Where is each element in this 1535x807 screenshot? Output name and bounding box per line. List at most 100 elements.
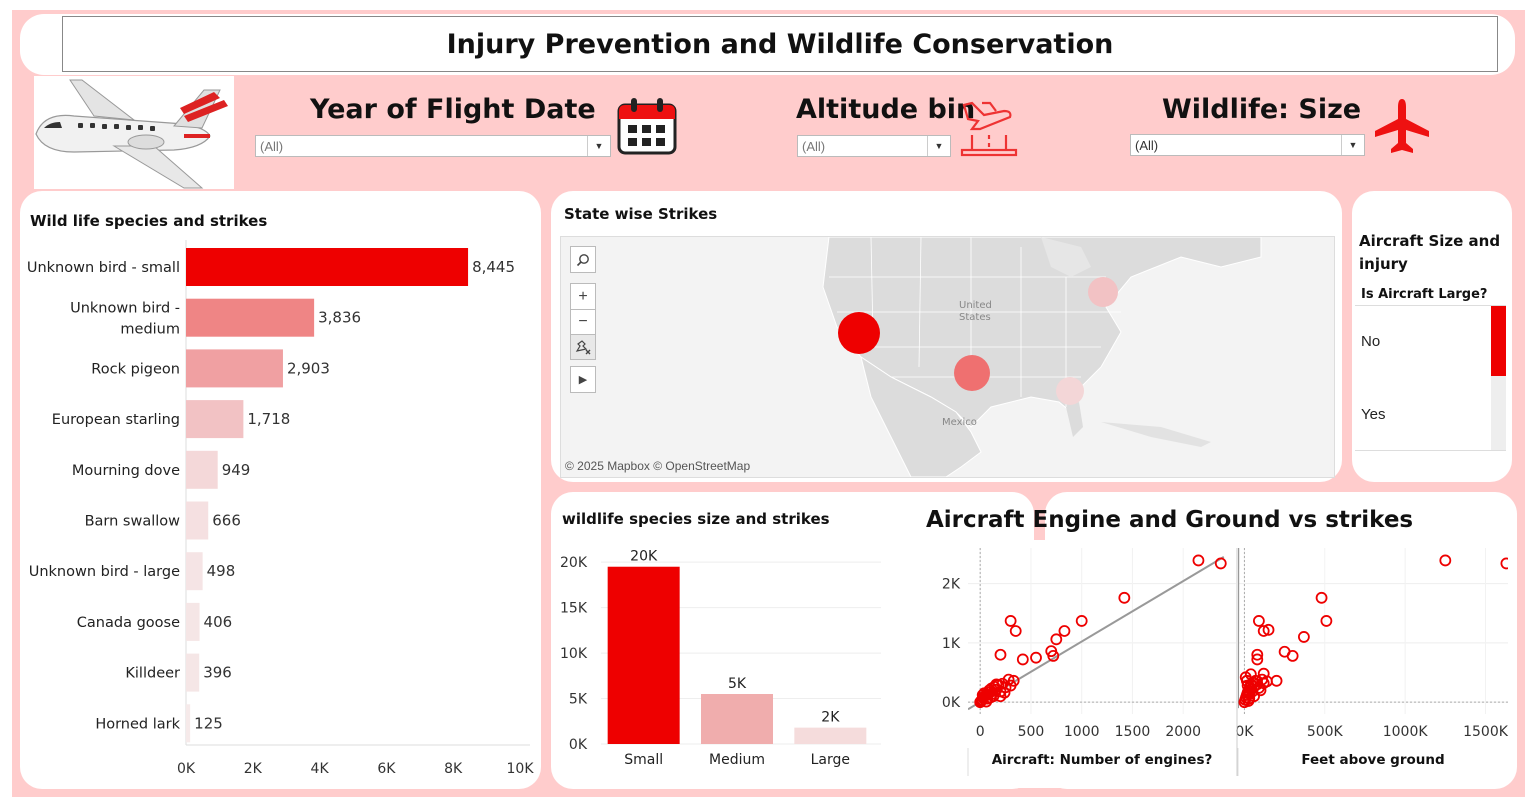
species-x-tick: 10K bbox=[507, 761, 535, 777]
search-icon[interactable] bbox=[570, 246, 596, 273]
pin-clear-icon[interactable] bbox=[570, 334, 596, 360]
scatter-point bbox=[1270, 674, 1283, 687]
species-category-label: European starling bbox=[52, 412, 180, 428]
scatter-point bbox=[1252, 615, 1265, 627]
scatter-point bbox=[994, 648, 1007, 661]
scatter-point bbox=[980, 695, 993, 708]
altitude-dropdown[interactable]: (All) ▼ bbox=[797, 135, 951, 157]
scatter-point bbox=[1286, 650, 1299, 662]
aircraft-size-subheader: Is Aircraft Large? bbox=[1361, 287, 1488, 302]
species-bar bbox=[186, 653, 200, 692]
scatter-point bbox=[1058, 625, 1071, 637]
scatter-x-label: Feet above ground bbox=[1301, 752, 1444, 768]
state-strikes-map[interactable]: United States Mexico © 2025 Mapbox © Ope… bbox=[560, 236, 1335, 478]
scatter-point bbox=[1002, 673, 1015, 686]
species-bar bbox=[186, 298, 315, 337]
map-label-mexico: Mexico bbox=[942, 417, 977, 428]
scatter-point bbox=[1257, 667, 1270, 680]
scatter-x-tick: 1000K bbox=[1383, 724, 1429, 740]
species-x-tick: 8K bbox=[444, 761, 463, 777]
scatter-point bbox=[1009, 625, 1022, 637]
species-value-label: 406 bbox=[204, 613, 233, 631]
species-category-label: Rock pigeon bbox=[91, 361, 180, 377]
species-bar bbox=[186, 349, 283, 388]
chevron-down-icon[interactable]: ▼ bbox=[587, 136, 610, 156]
species-bar bbox=[186, 248, 469, 286]
species-category-label: Unknown bird - large bbox=[29, 564, 180, 580]
species-bar bbox=[186, 602, 200, 641]
species-value-label: 949 bbox=[222, 461, 251, 479]
species-value-label: 125 bbox=[194, 714, 223, 732]
size-value-label: 5K bbox=[728, 676, 747, 692]
map-title: State wise Strikes bbox=[564, 205, 718, 223]
species-bar bbox=[186, 552, 203, 591]
scatter-point bbox=[1016, 653, 1029, 666]
strike-bubble-california bbox=[838, 312, 880, 354]
species-bar bbox=[186, 400, 244, 439]
size-category-label: Large bbox=[811, 752, 850, 768]
species-bar bbox=[186, 704, 191, 743]
scatter-point bbox=[1244, 668, 1257, 681]
strike-bubble-florida bbox=[1056, 377, 1084, 405]
aircraft-size-bar-track bbox=[1491, 306, 1506, 450]
size-y-tick: 5K bbox=[569, 692, 588, 708]
species-category-label: Canada goose bbox=[77, 615, 180, 631]
size-value-label: 20K bbox=[630, 549, 658, 565]
size-value-label: 2K bbox=[821, 710, 840, 726]
scatter-x-tick: 1000 bbox=[1064, 724, 1100, 740]
svg-text:States: States bbox=[959, 312, 991, 323]
chevron-down-icon[interactable]: ▼ bbox=[927, 136, 950, 156]
scatter-x-tick: 1500 bbox=[1115, 724, 1151, 740]
scatter-y-tick: 1K bbox=[942, 636, 961, 652]
scatter-x-tick: 2000 bbox=[1165, 724, 1201, 740]
species-x-tick: 0K bbox=[177, 761, 196, 777]
scatter-point bbox=[1315, 591, 1328, 604]
size-y-tick: 10K bbox=[560, 646, 588, 662]
species-bar bbox=[186, 501, 209, 540]
wildlife-size-dropdown-value: (All) bbox=[1135, 137, 1159, 153]
species-category-label: Unknown bird - bbox=[70, 301, 180, 317]
zoom-out-icon[interactable]: − bbox=[570, 309, 596, 335]
scatter-x-label: Aircraft: Number of engines? bbox=[992, 752, 1213, 768]
altitude-dropdown-value: (All) bbox=[802, 138, 826, 154]
scatter-point bbox=[1241, 679, 1254, 692]
zoom-in-icon[interactable]: + bbox=[570, 283, 596, 310]
chevron-down-icon[interactable]: ▼ bbox=[1341, 135, 1364, 155]
species-category-label: Horned lark bbox=[95, 716, 180, 732]
size-category-label: Medium bbox=[709, 752, 765, 768]
species-card bbox=[20, 191, 541, 789]
scatter-point bbox=[976, 689, 989, 701]
scatter-y-tick: 2K bbox=[942, 577, 961, 593]
scatter-point bbox=[1500, 557, 1508, 570]
size-y-tick: 20K bbox=[560, 555, 588, 571]
species-x-tick: 4K bbox=[311, 761, 330, 777]
engine-ground-title: Aircraft Engine and Ground vs strikes bbox=[926, 507, 1414, 533]
scatter-point bbox=[1214, 557, 1227, 570]
size-strikes-title: wildlife species size and strikes bbox=[562, 510, 830, 528]
size-category-label: Small bbox=[624, 752, 663, 768]
wildlife-size-dropdown[interactable]: (All) ▼ bbox=[1130, 134, 1365, 156]
aircraft-size-row-yes: Yes bbox=[1361, 406, 1386, 423]
size-y-tick: 0K bbox=[569, 737, 588, 753]
scatter-point bbox=[990, 678, 1003, 691]
scatter-x-tick: 1500K bbox=[1463, 724, 1509, 740]
plane-landing-icon bbox=[958, 95, 1020, 162]
size-bar bbox=[794, 727, 867, 744]
scatter-point bbox=[1251, 648, 1264, 661]
play-icon[interactable]: ▶ bbox=[570, 366, 596, 393]
year-dropdown[interactable]: (All) ▼ bbox=[255, 135, 611, 157]
species-category-label: medium bbox=[120, 322, 180, 338]
year-dropdown-value: (All) bbox=[260, 138, 284, 154]
species-category-label: Unknown bird - small bbox=[27, 260, 180, 276]
species-category-label: Barn swallow bbox=[85, 514, 181, 530]
aircraft-size-bar-no bbox=[1491, 306, 1506, 376]
species-x-tick: 2K bbox=[244, 761, 263, 777]
engine-ground-scatter-chart: 0K 1K 2K 0 500 1000 1500 2000 Aircraft: Number o… bbox=[942, 548, 1509, 776]
scatter-point bbox=[1050, 633, 1063, 646]
species-value-label: 2,903 bbox=[287, 359, 330, 377]
scatter-point bbox=[1257, 625, 1270, 637]
size-y-tick: 15K bbox=[560, 601, 588, 617]
calendar-icon bbox=[616, 97, 678, 162]
strike-bubble-new-york bbox=[1088, 277, 1118, 307]
species-value-label: 1,718 bbox=[247, 410, 290, 428]
